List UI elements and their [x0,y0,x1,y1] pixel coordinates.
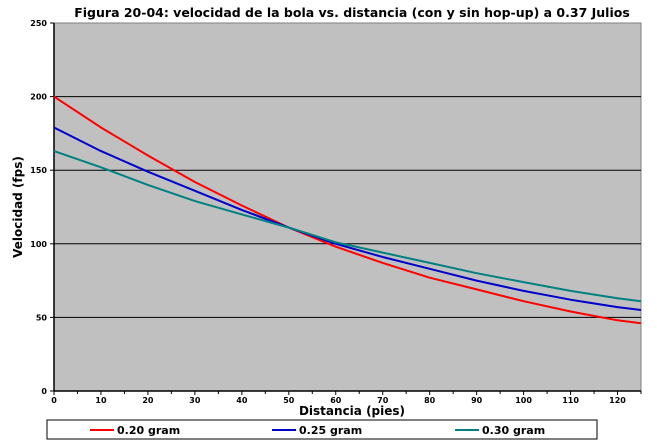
x-tick-label: 80 [424,396,436,405]
x-tick-label: 90 [471,396,483,405]
grid-lines [54,96,641,318]
x-tick-label: 30 [189,396,201,405]
x-tick-label: 20 [142,396,154,405]
legend [46,419,598,440]
y-tick-label: 250 [30,19,47,28]
x-tick-label: 120 [609,396,626,405]
y-axis-title: Velocidad (fps) [11,156,25,258]
y-tick-label: 200 [30,93,47,102]
axes [50,22,642,395]
y-tick-label: 150 [30,166,47,175]
y-tick-label: 0 [41,387,47,396]
x-tick-label: 70 [377,396,389,405]
x-tick-label: 50 [283,396,295,405]
x-axis-title: Distancia (pies) [299,404,405,418]
legend-entries: 0.20 gram 0.25 gram 0.30 gram [90,424,545,437]
tick-labels: 0 50 100 150 200 250 0 10 20 30 40 50 60 70 80 90 100 110… [30,19,626,405]
x-tick-label: 10 [95,396,107,405]
series-line-0-20-gram [53,95,642,325]
y-tick-label: 50 [36,313,48,322]
legend-label: 0.20 gram [117,424,180,437]
x-tick-label: 0 [51,396,57,405]
series-line-0-25-gram [53,126,642,311]
x-tick-label: 40 [236,396,248,405]
plot-area [53,22,642,392]
x-tick-label: 100 [515,396,532,405]
chart-title: Figura 20-04: velocidad de la bola vs. d… [74,5,630,20]
legend-label: 0.30 gram [482,424,545,437]
x-tick-label: 60 [330,396,342,405]
y-tick-label: 100 [30,240,47,249]
x-tick-label: 110 [562,396,579,405]
legend-label: 0.25 gram [299,424,362,437]
series-lines [53,95,642,325]
series-line-0-30-gram [53,150,642,303]
